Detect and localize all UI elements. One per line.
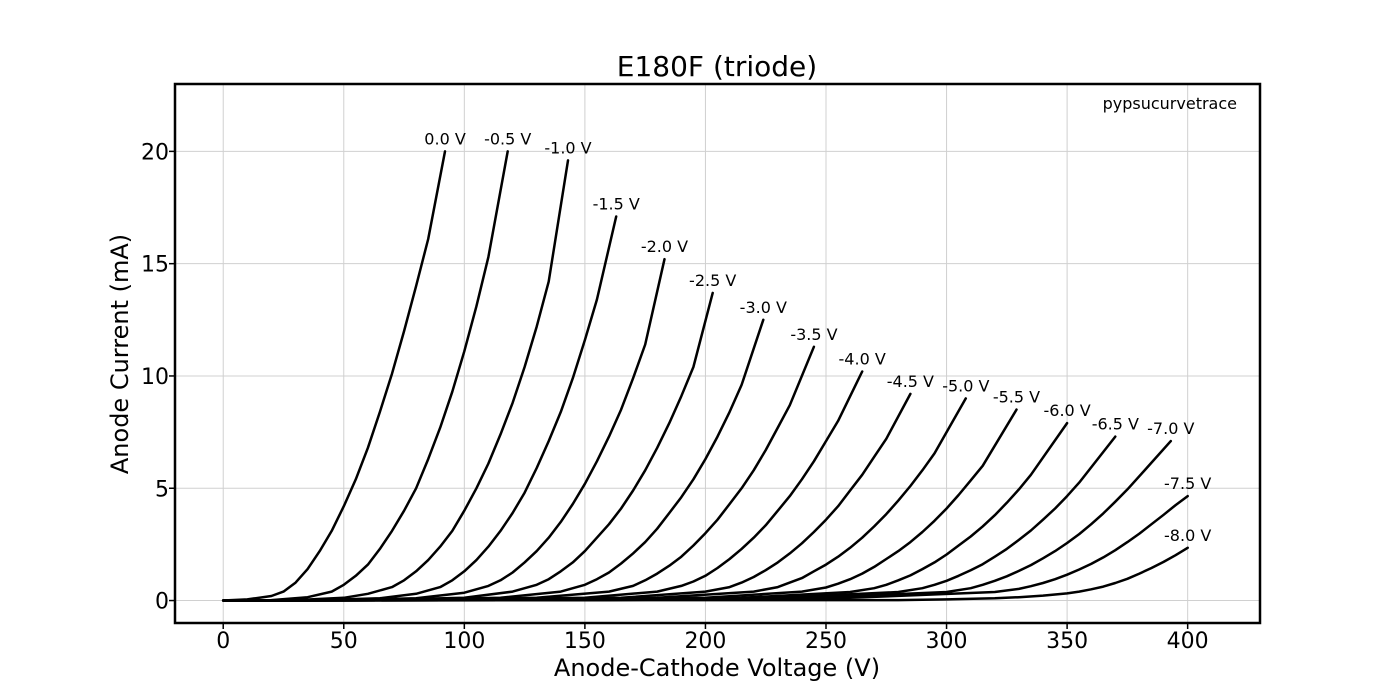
curve-line [221,291,714,602]
watermark-text: pypsucurvetrace [1103,94,1237,113]
curve-label: -8.0 V [1164,526,1211,545]
plot-frame [173,82,1262,625]
x-axis-label: Anode-Cathode Voltage (V) [554,654,880,682]
curve-label: -2.5 V [689,271,736,290]
curve-label: -7.5 V [1164,474,1211,493]
y-axis-label: Anode Current (mA) [106,234,134,474]
curve-label: -0.5 V [484,129,531,148]
x-tick-label: 200 [684,629,726,654]
curve-line [221,421,1069,602]
curve-line [221,159,570,602]
y-tick-label: 15 [141,253,169,278]
curve-line [221,345,816,602]
curve-label: -5.0 V [942,376,989,395]
curve-line [221,318,765,602]
curve-line [221,397,968,602]
curve-line [221,435,1117,602]
curve-line [221,370,864,602]
curve-label: -3.0 V [740,298,787,317]
y-tick-label: 5 [155,477,169,502]
x-tick-label: 350 [1046,629,1088,654]
chart-title: E180F (triode) [617,50,817,83]
y-tick-label: 20 [141,140,169,165]
curve-line [221,150,447,602]
curve-labels: 0.0 V -0.5 V -1.0 V -1.5 V -2.0 V-2.5 V-3.0 … [424,129,1211,544]
x-tick-label: 250 [805,629,847,654]
curve-label: -1.5 V [593,195,640,214]
curve-line [221,439,1173,602]
axis-ticks: 0 50 100 150 200 250 300 350 400 0 5 10 15 20 [141,140,1209,654]
x-tick-label: 300 [926,629,968,654]
curve-label: -6.5 V [1092,415,1139,434]
curve-label: -2.0 V [641,237,688,256]
curve-line [221,392,912,602]
curve-line [221,150,509,602]
x-tick-label: 150 [564,629,606,654]
curve-label: -4.5 V [887,372,934,391]
curve-label: -7.0 V [1147,419,1194,438]
curve-series [221,150,1189,602]
curve-line [221,546,1189,602]
curve-line [221,408,1018,602]
curve-line [221,257,666,602]
y-tick-label: 10 [141,365,169,390]
curve-line [221,494,1189,602]
curve-label: -6.0 V [1043,401,1090,420]
curve-label: 0.0 V [424,129,466,148]
x-tick-label: 100 [443,629,485,654]
curve-label: -1.0 V [544,138,591,157]
grid-lines [175,84,1260,623]
curve-line [221,215,618,602]
x-tick-label: 0 [216,629,230,654]
x-tick-label: 400 [1167,629,1209,654]
y-tick-label: 0 [155,590,169,615]
curve-label: -5.5 V [993,388,1040,407]
curve-label: -4.0 V [839,349,886,368]
x-tick-label: 50 [330,629,358,654]
curve-label: -3.5 V [790,325,837,344]
